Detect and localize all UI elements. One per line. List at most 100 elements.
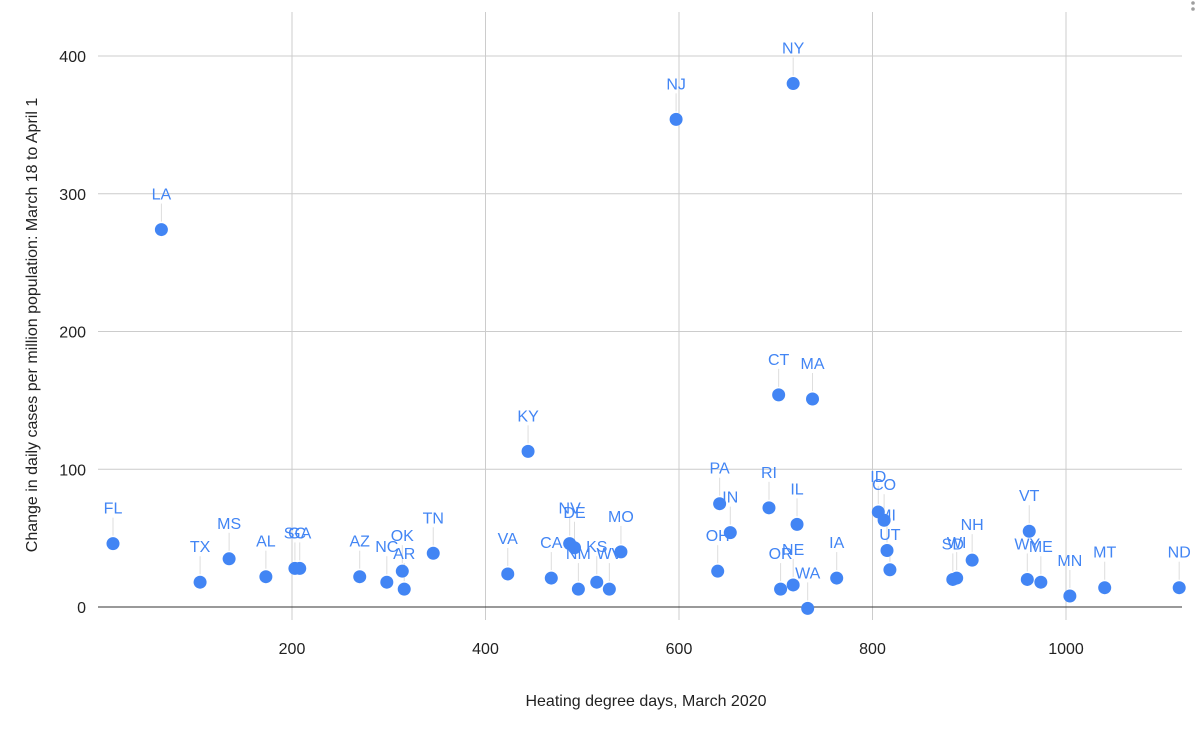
data-point-label: MO	[608, 509, 634, 526]
data-point[interactable]	[106, 537, 120, 551]
x-tick-label: 200	[279, 641, 306, 658]
data-point-label: DE	[563, 505, 585, 522]
data-point-label: OR	[769, 546, 793, 563]
data-point-label: MS	[217, 516, 241, 533]
y-tick-label: 100	[59, 462, 86, 479]
data-point[interactable]	[806, 392, 820, 406]
data-point-label: CT	[768, 352, 790, 369]
data-point-label: NE	[782, 542, 804, 559]
data-point[interactable]	[380, 575, 394, 589]
data-point[interactable]	[880, 544, 894, 558]
data-point[interactable]	[786, 578, 800, 592]
x-tick-label: 1000	[1048, 641, 1084, 658]
data-point[interactable]	[397, 582, 411, 596]
data-point-label: WV	[596, 546, 622, 563]
data-point[interactable]	[426, 546, 440, 560]
y-axis-title: Change in daily cases per million popula…	[24, 98, 41, 553]
data-point-label: IL	[790, 481, 803, 498]
data-point-label: NH	[961, 517, 984, 534]
data-point[interactable]	[193, 575, 207, 589]
data-point[interactable]	[1098, 581, 1112, 595]
data-point[interactable]	[1022, 524, 1036, 538]
data-point[interactable]	[786, 77, 800, 91]
y-tick-label: 200	[59, 325, 86, 342]
data-point[interactable]	[602, 582, 616, 596]
data-point[interactable]	[965, 553, 979, 567]
data-point[interactable]	[614, 545, 628, 559]
data-point[interactable]	[222, 552, 236, 566]
data-point[interactable]	[1172, 581, 1186, 595]
data-point-label: VA	[498, 531, 518, 548]
data-point[interactable]	[590, 575, 604, 589]
data-point-label: SC	[284, 525, 306, 542]
data-point-label: SD	[942, 536, 964, 553]
data-point-label: MI	[878, 508, 896, 525]
data-point-label: KS	[586, 539, 607, 556]
data-point[interactable]	[762, 501, 776, 515]
data-point[interactable]	[259, 570, 273, 584]
data-point-label: MT	[1093, 545, 1116, 562]
data-point[interactable]	[669, 112, 683, 126]
data-point[interactable]	[713, 497, 727, 511]
data-point-label: CA	[540, 535, 563, 552]
data-point-label: AR	[393, 546, 415, 563]
data-point[interactable]	[501, 567, 515, 581]
data-point-label: IA	[829, 535, 844, 552]
data-point[interactable]	[1063, 589, 1077, 603]
data-point[interactable]	[571, 582, 585, 596]
data-point-label: IN	[722, 490, 738, 507]
data-point-label: UT	[879, 527, 901, 544]
data-point[interactable]	[353, 570, 367, 584]
data-point-label: ME	[1029, 539, 1053, 556]
data-point-label: CO	[872, 477, 896, 494]
data-point-label: AL	[256, 534, 276, 551]
data-point-label: PA	[710, 461, 730, 478]
data-point[interactable]	[521, 444, 535, 458]
data-point[interactable]	[950, 571, 964, 585]
x-tick-label: 600	[666, 641, 693, 658]
data-point-label: MN	[1057, 553, 1082, 570]
data-point[interactable]	[723, 526, 737, 540]
y-tick-label: 300	[59, 187, 86, 204]
data-point[interactable]	[877, 513, 891, 527]
data-point-label: WA	[795, 565, 821, 582]
data-point-label: AZ	[349, 534, 370, 551]
data-point[interactable]	[790, 517, 804, 531]
data-point-label: NY	[782, 41, 805, 58]
chart-menu-icon[interactable]	[1191, 1, 1195, 11]
data-point[interactable]	[1034, 575, 1048, 589]
data-point[interactable]	[772, 388, 786, 402]
data-point-label: VT	[1019, 488, 1040, 505]
y-tick-label: 0	[77, 600, 86, 617]
data-point[interactable]	[395, 564, 409, 578]
data-point[interactable]	[293, 561, 307, 575]
x-tick-label: 800	[859, 641, 886, 658]
data-point-label: ID	[870, 469, 886, 486]
data-point[interactable]	[883, 563, 897, 577]
data-point[interactable]	[774, 582, 788, 596]
data-point[interactable]	[711, 564, 725, 578]
data-point-label: NC	[375, 539, 398, 556]
data-point-label: RI	[761, 465, 777, 482]
data-point-label: OH	[706, 528, 730, 545]
data-point[interactable]	[544, 571, 558, 585]
data-point-label: OK	[391, 528, 414, 545]
data-point[interactable]	[568, 541, 582, 555]
data-point[interactable]	[154, 223, 168, 237]
data-point-label: LA	[152, 187, 172, 204]
data-point-label: NV	[559, 501, 582, 518]
data-point-label: ND	[1168, 545, 1191, 562]
data-point-label: WY	[1014, 536, 1040, 553]
data-point[interactable]	[830, 571, 844, 585]
data-point-label: NM	[566, 546, 591, 563]
x-axis-title: Heating degree days, March 2020	[525, 693, 766, 710]
data-point[interactable]	[801, 601, 815, 615]
data-point-label: GA	[288, 525, 311, 542]
data-point-label: FL	[104, 501, 123, 518]
tick-labels: 200 400 600 800 1000 0 100 200 300 400	[59, 49, 1084, 658]
data-points	[106, 77, 1186, 615]
data-point[interactable]	[1020, 572, 1034, 586]
data-point-label: WI	[947, 535, 967, 552]
